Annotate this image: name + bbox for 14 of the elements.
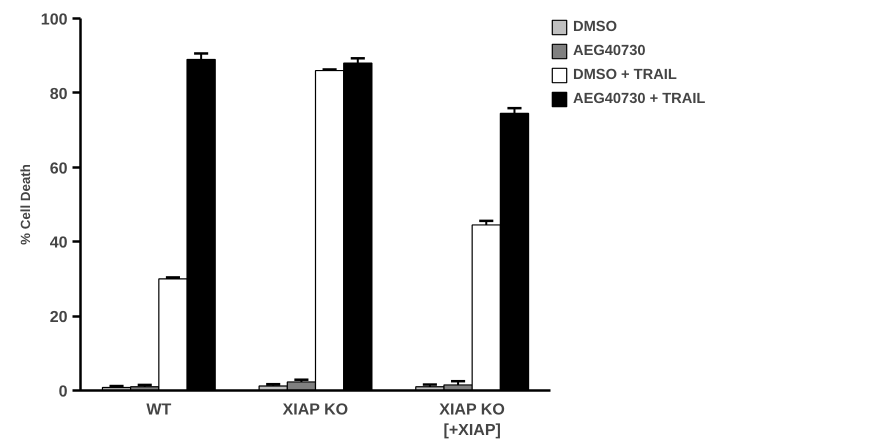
legend-label: DMSO + TRAIL: [573, 67, 677, 83]
y-axis-title: % Cell Death: [18, 164, 33, 245]
y-tick-label: 60: [50, 160, 68, 178]
x-tick-label: XIAP KO: [282, 402, 348, 418]
x-tick-label: XIAP KO [+XIAP]: [439, 402, 505, 439]
y-tick-label: 0: [58, 384, 68, 400]
y-tick-label: 20: [50, 309, 68, 326]
x-tick-label: WT: [146, 402, 172, 418]
y-tick-label: 100: [40, 12, 68, 28]
legend-label: AEG40730 + TRAIL: [573, 91, 706, 107]
y-tick-label: 40: [50, 234, 68, 252]
legend-label: DMSO: [573, 19, 617, 35]
y-tick-label: 80: [50, 86, 68, 103]
legend-label: AEG40730: [573, 43, 646, 59]
